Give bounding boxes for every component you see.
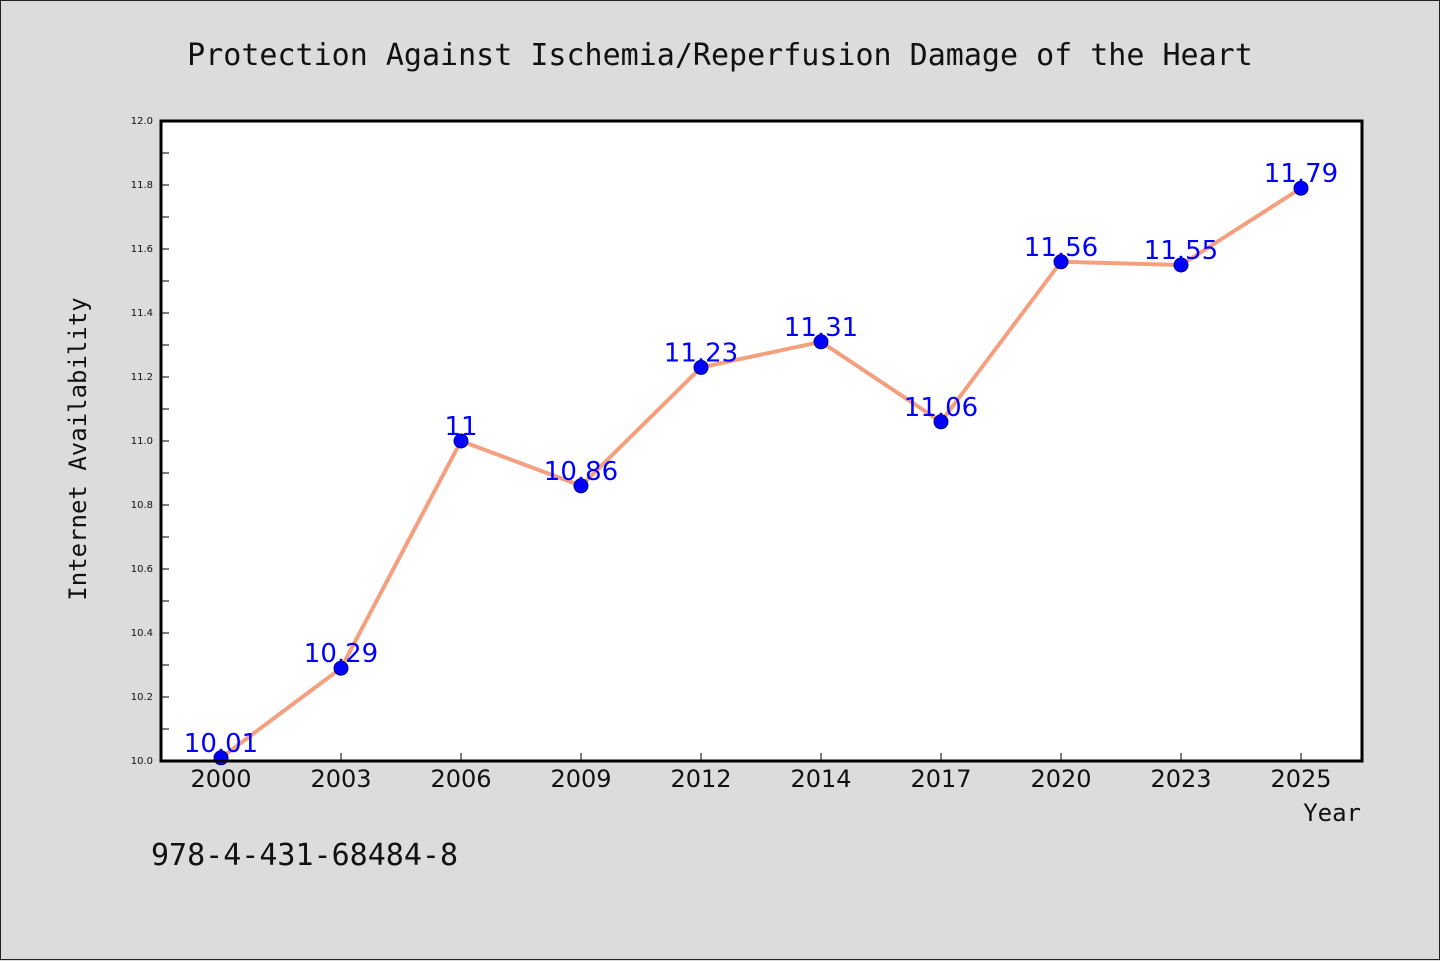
data-label: 11.56 [1024,233,1098,263]
data-label: 10.29 [304,639,378,669]
data-label: 11.55 [1144,236,1218,266]
x-tick-label: 2006 [430,765,491,793]
y-tick-label: 11.8 [131,180,153,191]
data-point [933,414,949,430]
data-point [813,334,829,350]
data-label: 10.01 [184,729,258,759]
x-tick-label: 2000 [190,765,251,793]
data-point [1053,254,1069,270]
data-point [573,478,589,494]
y-tick-label: 10.2 [131,692,153,703]
x-tick-label: 2025 [1270,765,1331,793]
data-label: 11.31 [784,313,858,343]
x-tick-label: 2009 [550,765,611,793]
y-tick-label: 12.0 [131,116,153,127]
data-point [453,433,469,449]
x-tick-label: 2003 [310,765,371,793]
data-label: 11.23 [664,338,738,368]
y-tick-label: 11.0 [131,436,153,447]
data-point [333,660,349,676]
x-tick-label: 2017 [910,765,971,793]
x-tick-label: 2012 [670,765,731,793]
x-tick-label: 2020 [1030,765,1091,793]
data-point [1173,257,1189,273]
y-tick-label: 10.8 [131,500,153,511]
data-label: 10.86 [544,457,618,487]
y-tick-label: 11.2 [131,372,153,383]
x-tick-label: 2014 [790,765,851,793]
y-tick-label: 10.6 [131,564,153,575]
series-line [219,186,1303,760]
data-labels: 10.01 10.29 11 10.86 11.23 11.31 11.06 11.56 11.… [184,159,1338,759]
data-label: 11.06 [904,393,978,423]
y-axis-label: Internet Availability [64,297,92,600]
plot-border [159,119,1364,763]
data-label: 11.79 [1264,159,1338,189]
y-tick-label: 10.0 [131,756,153,767]
y-tick-label: 11.6 [131,244,153,255]
y-tick-label: 11.4 [131,308,153,319]
x-axis-label: Year [1303,799,1361,827]
y-tick-label: 10.4 [131,628,153,639]
plot-area [161,121,1362,761]
x-axis: 2000 2003 2006 2009 2012 2014 2017 2020 2023 2025 [190,753,1332,793]
data-point [693,359,709,375]
x-tick-label: 2023 [1150,765,1211,793]
isbn-label: 978-4-431-68484-8 [151,838,458,873]
chart-title: Protection Against Ischemia/Reperfusion … [187,38,1253,73]
data-label: 11 [444,412,477,442]
data-point [1293,180,1309,196]
